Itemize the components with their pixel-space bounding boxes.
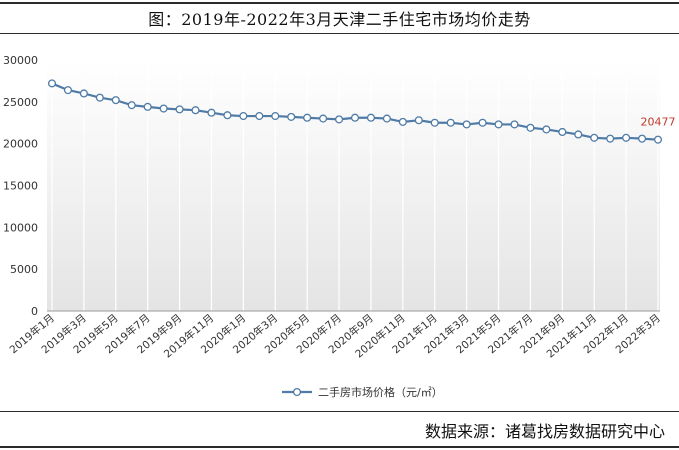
data-point [63, 86, 72, 95]
data-point [638, 134, 647, 143]
chart-title: 图：2019年-2022年3月天津二手住宅市场均价走势 [148, 10, 531, 29]
data-point [143, 102, 152, 111]
y-axis: 0 5000 10000 15000 20000 25000 30000 [3, 54, 38, 318]
annotations: 20477 [641, 116, 676, 129]
data-point [335, 115, 344, 124]
data-point [127, 101, 136, 110]
data-point [350, 113, 360, 122]
data-point [542, 125, 551, 134]
series-markers [47, 79, 663, 144]
data-point [606, 134, 615, 143]
data-point [382, 114, 391, 123]
data-point [319, 114, 328, 123]
data-point [478, 118, 487, 127]
data-point [207, 108, 216, 117]
data-point [239, 112, 248, 121]
data-point [175, 105, 184, 114]
y-tick-label: 0 [31, 305, 38, 318]
data-point [398, 117, 407, 126]
y-tick-label: 10000 [3, 221, 38, 234]
data-point [622, 133, 631, 142]
legend-marker [292, 387, 302, 397]
y-tick-label: 20000 [3, 138, 38, 151]
data-point [159, 104, 168, 113]
data-point [526, 123, 535, 132]
data-source: 数据来源：诸葛找房数据研究中心 [424, 422, 665, 441]
grid-lines [51, 60, 659, 311]
data-point [414, 116, 423, 125]
data-point [111, 96, 120, 105]
data-label: 20477 [641, 116, 676, 129]
data-point [303, 113, 312, 122]
data-point [47, 79, 57, 88]
data-point [653, 135, 663, 144]
legend: 二手房市场价格（元/㎡） [282, 385, 443, 399]
x-axis: 2019年1月2019年3月2019年5月2019年7月2019年9月2019年… [7, 310, 663, 361]
data-point [558, 127, 567, 137]
data-point [446, 118, 455, 127]
data-point [430, 118, 439, 127]
data-point [366, 113, 375, 122]
data-point [271, 112, 280, 121]
data-point [574, 130, 583, 139]
y-tick-label: 5000 [10, 263, 38, 276]
data-point [287, 112, 296, 121]
source-divider [0, 411, 679, 412]
data-point [223, 111, 232, 120]
data-point [255, 112, 264, 121]
data-point [510, 120, 519, 129]
top-rule [0, 2, 679, 4]
y-tick-label: 15000 [3, 180, 38, 193]
data-point [590, 133, 599, 142]
y-tick-label: 25000 [3, 96, 38, 109]
bottom-rule [0, 446, 679, 448]
plot-area [47, 60, 660, 311]
legend-label: 二手房市场价格（元/㎡） [318, 385, 443, 399]
y-tick-label: 30000 [3, 54, 38, 67]
data-point [95, 93, 104, 102]
data-point [462, 120, 471, 129]
data-point [494, 120, 503, 129]
title-divider [0, 33, 679, 34]
data-point [191, 106, 200, 115]
data-point [79, 89, 88, 98]
